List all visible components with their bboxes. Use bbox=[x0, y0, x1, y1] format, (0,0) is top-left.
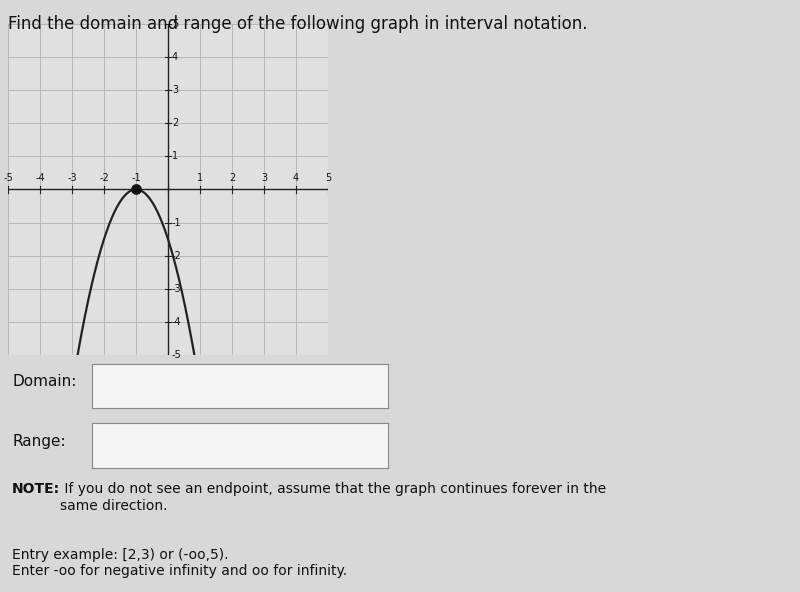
Text: 3: 3 bbox=[172, 85, 178, 95]
Text: Range:: Range: bbox=[12, 433, 66, 449]
Text: NOTE:: NOTE: bbox=[12, 482, 60, 497]
Text: Domain:: Domain: bbox=[12, 374, 76, 390]
Text: Find the domain and range of the following graph in interval notation.: Find the domain and range of the followi… bbox=[8, 15, 587, 33]
Text: -2: -2 bbox=[99, 173, 109, 184]
Text: -3: -3 bbox=[67, 173, 77, 184]
Text: -4: -4 bbox=[35, 173, 45, 184]
Text: 5: 5 bbox=[325, 173, 331, 184]
Text: Entry example: [2,3) or (-oo,5).
Enter -oo for negative infinity and oo for infi: Entry example: [2,3) or (-oo,5). Enter -… bbox=[12, 548, 347, 578]
Text: -5: -5 bbox=[3, 173, 13, 184]
Text: -5: -5 bbox=[172, 350, 182, 360]
Point bbox=[130, 185, 142, 194]
Text: 2: 2 bbox=[229, 173, 235, 184]
Text: If you do not see an endpoint, assume that the graph continues forever in the
sa: If you do not see an endpoint, assume th… bbox=[60, 482, 606, 513]
Text: -1: -1 bbox=[172, 218, 182, 227]
Text: -1: -1 bbox=[131, 173, 141, 184]
Text: -4: -4 bbox=[172, 317, 182, 327]
Text: 1: 1 bbox=[172, 152, 178, 161]
Text: 4: 4 bbox=[172, 52, 178, 62]
Text: -3: -3 bbox=[172, 284, 182, 294]
Text: 5: 5 bbox=[172, 19, 178, 28]
Text: 3: 3 bbox=[261, 173, 267, 184]
Text: 4: 4 bbox=[293, 173, 299, 184]
Text: 2: 2 bbox=[172, 118, 178, 128]
Text: -2: -2 bbox=[172, 251, 182, 260]
Text: 1: 1 bbox=[197, 173, 203, 184]
